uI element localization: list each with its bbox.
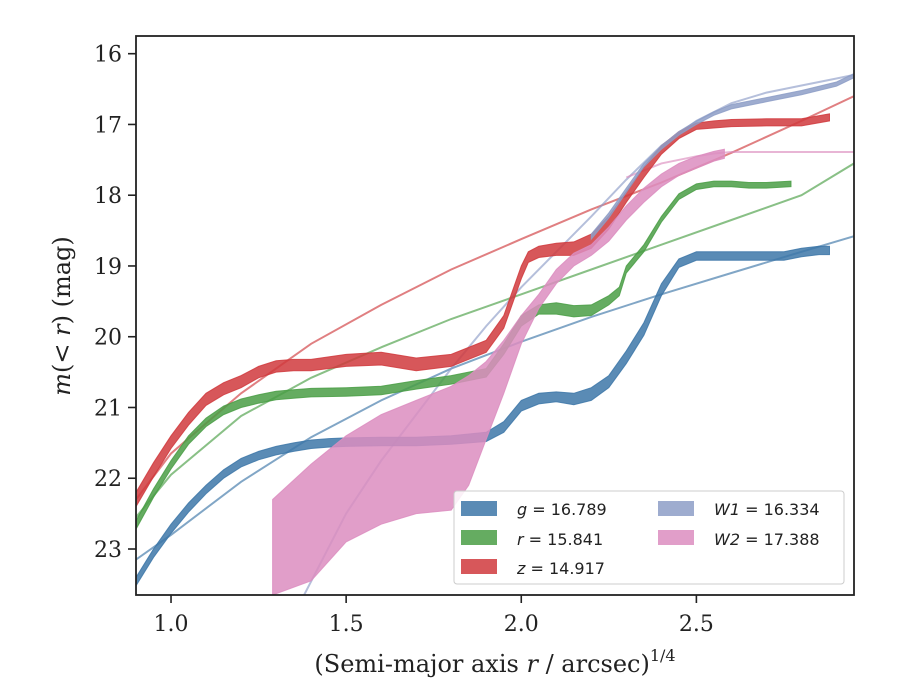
legend: g = 16.789 r = 15.841 z = 14.917 W1 = 16… [453,490,845,585]
y-tick-label-18: 18 [94,184,122,209]
band-z [136,113,830,508]
band-g [136,245,830,587]
legend-name-z: z [516,559,526,578]
legend-equals-w1: = [740,500,764,519]
legend-total-r: 15.841 [547,530,603,549]
y-axis-label-close: ) (mag) [48,236,76,324]
legend-equals-r: = [524,530,548,549]
band-w2 [272,148,725,595]
band-r [136,180,792,530]
x-tick-label-2.5: 2.5 [679,612,714,637]
y-axis: 16 17 18 19 20 21 22 23 [94,43,136,563]
y-tick-label-22: 22 [94,467,122,492]
model-line-w2 [625,151,854,179]
x-tick-label-1.0: 1.0 [154,612,189,637]
y-tick-label-16: 16 [94,43,122,68]
legend-total-w2: 17.388 [764,530,820,549]
x-tick-label-2.0: 2.0 [504,612,539,637]
legend-swatch-w1 [658,501,694,516]
x-axis: 1.0 1.5 2.0 2.5 [154,595,714,637]
legend-name-g: g [517,500,527,519]
legend-equals-w2: = [740,530,764,549]
y-axis-label: m(< r) (mag) [48,236,76,396]
legend-swatch-w2 [658,530,694,545]
y-axis-label-m: m [48,373,76,396]
x-axis-label-exponent: 1/4 [650,646,676,665]
y-tick-label-19: 19 [94,255,122,280]
legend-equals-g: = [527,500,551,519]
x-axis-label-var: r [526,650,539,678]
x-axis-label: (Semi-major axis r / arcsec)1/4 [314,646,675,678]
y-axis-label-r: r [48,323,76,336]
legend-equals-z: = [525,559,549,578]
legend-total-g: 16.789 [551,500,607,519]
y-tick-label-20: 20 [94,326,122,351]
legend-item-w2: W2 = 17.388 [658,530,820,549]
model-line-g [136,235,854,561]
legend-item-g: g = 16.789 [461,500,607,519]
x-axis-label-suffix: / arcsec) [538,650,650,678]
legend-box [453,490,845,585]
series-layer [136,72,854,595]
x-axis-label-prefix: (Semi-major axis [314,650,526,678]
y-tick-label-21: 21 [94,396,122,421]
legend-name-w2: W2 [714,530,740,549]
legend-total-z: 14.917 [549,559,605,578]
model-line-r [136,162,854,518]
y-tick-label-23: 23 [94,538,122,563]
y-axis-label-lt: < [48,336,76,364]
legend-swatch-r [461,530,497,545]
band-w1 [590,72,854,241]
legend-item-z: z = 14.917 [461,559,605,578]
legend-swatch-g [461,501,497,516]
plot-frame [135,35,855,596]
legend-label-w1: W1 = 16.334 [714,500,820,519]
legend-label-z: z = 14.917 [516,559,605,578]
y-axis-label-open: ( [48,364,76,373]
legend-item-r: r = 15.841 [461,530,603,549]
y-tick-label-17: 17 [94,113,122,138]
legend-name-r: r [517,530,525,549]
legend-total-w1: 16.334 [764,500,820,519]
legend-name-w1: W1 [714,500,740,519]
legend-label-g: g = 16.789 [517,500,607,519]
legend-label-r: r = 15.841 [517,530,603,549]
legend-item-w1: W1 = 16.334 [658,500,820,519]
x-tick-label-1.5: 1.5 [329,612,364,637]
legend-label-w2: W2 = 17.388 [714,530,820,549]
legend-swatch-z [461,559,497,574]
